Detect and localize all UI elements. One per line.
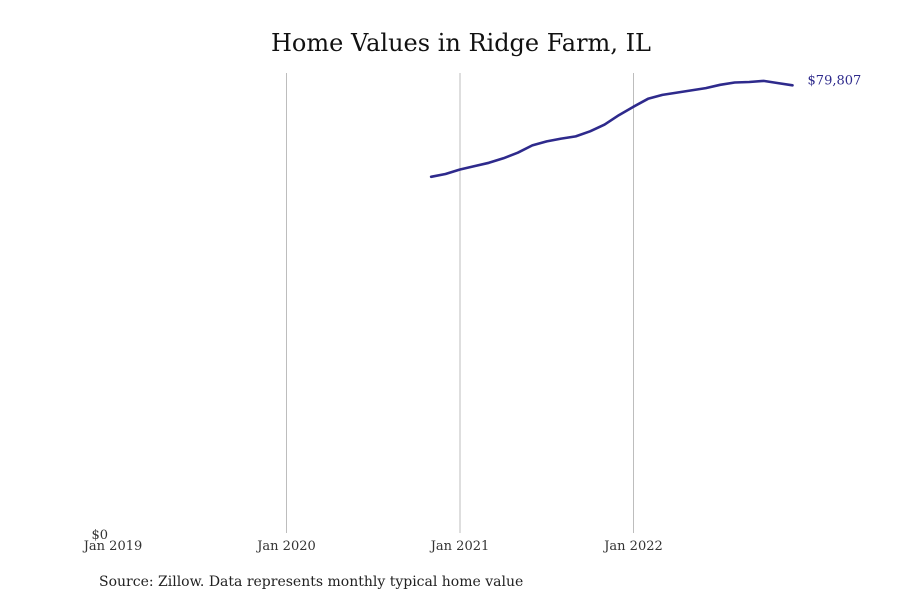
grid-lines	[285, 73, 634, 533]
series-line	[429, 79, 794, 179]
x-tick-label: Jan 2019	[82, 539, 143, 554]
chart-title: Home Values in Ridge Farm, IL	[271, 29, 651, 57]
x-tick-label: Jan 2021	[429, 539, 490, 554]
x-axis-ticks: Jan 2019 Jan 2020 Jan 2021 Jan 2022	[82, 539, 663, 554]
x-tick-label: Jan 2022	[602, 539, 663, 554]
y-axis-ticks: $0	[91, 528, 108, 543]
x-tick-label: Jan 2020	[255, 539, 316, 554]
end-value-label: $79,807	[808, 73, 862, 88]
series-group: $79,807	[429, 73, 862, 179]
y-tick-label: $0	[91, 528, 108, 543]
chart-source: Source: Zillow. Data represents monthly …	[99, 574, 523, 590]
